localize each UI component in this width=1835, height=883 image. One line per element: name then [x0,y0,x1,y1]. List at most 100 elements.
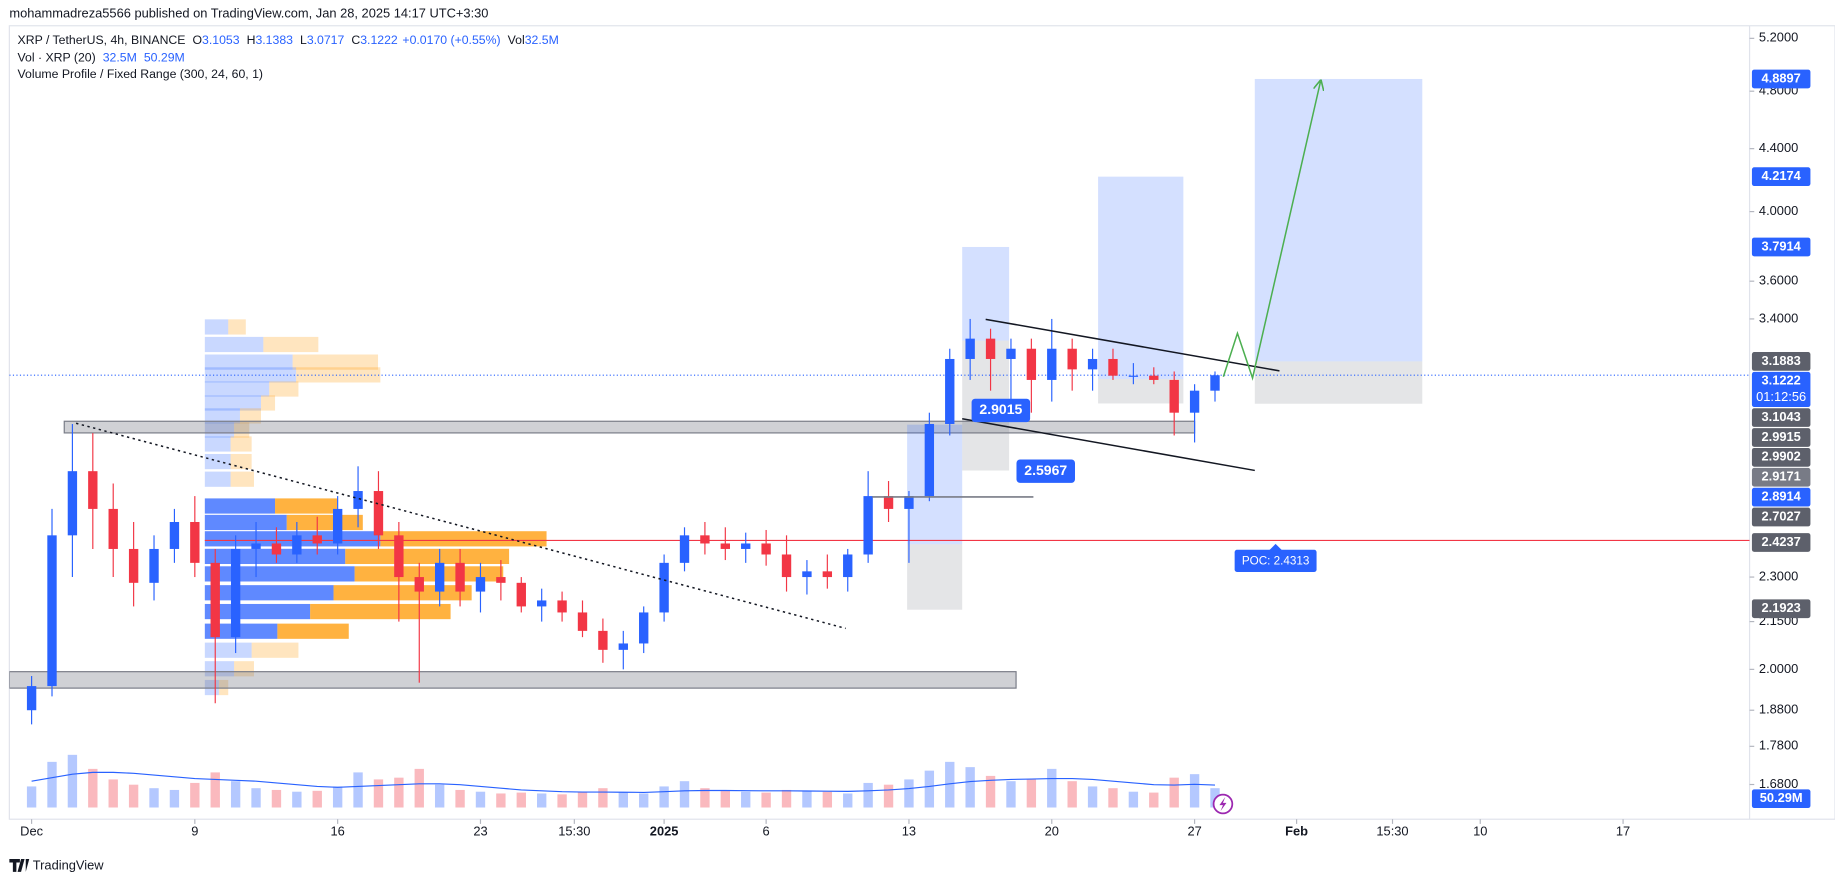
candle-body [414,577,424,592]
volume-bar [108,779,118,808]
candle-body [639,612,649,644]
profile-up [204,514,287,531]
zone [907,424,963,545]
volume-bar [700,788,710,808]
legend-field-label: O [193,33,203,47]
profile-up [204,642,252,658]
candle-body [455,562,465,592]
candle-body [475,577,486,592]
profile-up [204,498,276,514]
volume-bar [924,770,935,808]
candle-body [230,548,241,638]
volume-bar [414,768,424,808]
candle-body [251,543,261,549]
profile-down [275,498,338,514]
y-tick-label: 3.4000 [1759,310,1798,325]
candle-body [577,612,588,631]
volume-bar [659,786,669,808]
x-tick-label: Feb [1285,823,1308,838]
profile-down [251,642,299,658]
profile-down [261,395,276,411]
volume-bar [210,772,220,808]
candle-body [557,600,567,613]
publisher-header: mohammadreza5566 published on TradingVie… [9,5,488,20]
volume-bar [761,792,771,808]
price-badge [1751,533,1811,552]
zone [9,671,1017,689]
volume-bar [455,789,465,808]
volume-bar [230,781,241,808]
candle-body [108,508,118,549]
profile-down [333,585,472,601]
profile-down [263,336,319,353]
candle-body [312,535,322,544]
candle-body [537,600,547,607]
price-badge-label: 4.2174 [1761,168,1801,183]
volume-bar [496,793,506,808]
candle-body [1108,358,1118,376]
candle-body [1189,390,1200,413]
volume-bar [1006,781,1016,808]
legend-line: Vol · XRP (20) 32.5M 50.29M [18,51,185,65]
x-tick-label: 13 [902,823,916,838]
price-badge-label: 2.9171 [1761,469,1800,484]
legend-field-label: H [247,33,256,47]
volume-bar [88,768,98,808]
profile-up [204,395,262,411]
volume-bar [598,788,608,808]
candle-body [618,643,628,650]
candle-body [720,543,730,549]
candle-body [373,491,384,536]
profile-down [218,679,229,696]
price-badge [1751,599,1811,619]
volume-bar [353,772,363,808]
profile-up [204,623,278,639]
volume-bar [434,784,445,808]
callout-box [971,398,1031,423]
candle-body [700,535,710,544]
candle-body [210,562,220,638]
x-tick-label: 17 [1616,823,1630,838]
candle-body [332,508,343,544]
legend-field-value: 3.1222 [360,33,398,47]
legend-volume-label: Vol · XRP (20) [18,51,96,65]
candle-body [434,562,445,592]
legend-symbol: XRP / TetherUS, 4h, BINANCE [18,33,186,47]
volume-bar [679,781,690,808]
legend-field-label: L [300,33,307,47]
profile-up [204,603,311,620]
volume-bar [332,786,343,808]
price-badge [1751,487,1811,507]
price-badge [1751,352,1811,371]
profile-up [204,319,229,335]
callout-label: 2.9015 [979,401,1022,417]
candle-body [353,491,363,509]
candle-body [128,548,139,583]
zone [1254,361,1423,404]
x-tick-label: 9 [191,823,198,838]
profile-down [269,381,299,397]
volume-bar [1108,788,1118,808]
x-tick-label: 6 [763,823,770,838]
profile-down [234,661,254,677]
volume-ma-badge-label: 50.29M [1760,790,1803,805]
price-badge-label: 3.1883 [1761,353,1800,368]
candle-body [1087,358,1098,370]
candle-body [598,630,608,650]
profile-up [204,566,355,582]
profile-up [204,661,235,677]
callout-label: 2.5967 [1024,462,1067,478]
candle-body [1210,375,1220,391]
y-tick-label: 4.4000 [1759,140,1798,155]
volume-bar [516,792,526,808]
zone [63,420,1196,434]
x-tick-label: 16 [330,823,344,838]
volume-bar [1189,774,1200,808]
candle-body [945,358,955,424]
volume-bar [781,789,792,808]
profile-down [286,514,363,531]
x-tick-label: 2025 [650,823,679,838]
plot-area: 2.9015 2.5967 [9,79,1750,808]
profile-down [310,603,451,620]
